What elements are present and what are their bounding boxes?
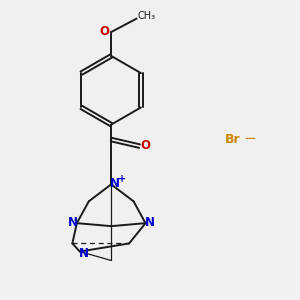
Text: N: N <box>68 216 78 229</box>
Text: O: O <box>140 139 150 152</box>
Text: +: + <box>118 174 126 184</box>
Text: N: N <box>79 248 89 260</box>
Text: N: N <box>144 216 154 229</box>
Text: CH₃: CH₃ <box>137 11 156 21</box>
Text: O: O <box>100 25 110 38</box>
Text: Br: Br <box>225 133 240 146</box>
Text: N: N <box>110 177 120 190</box>
Text: −: − <box>244 130 256 146</box>
